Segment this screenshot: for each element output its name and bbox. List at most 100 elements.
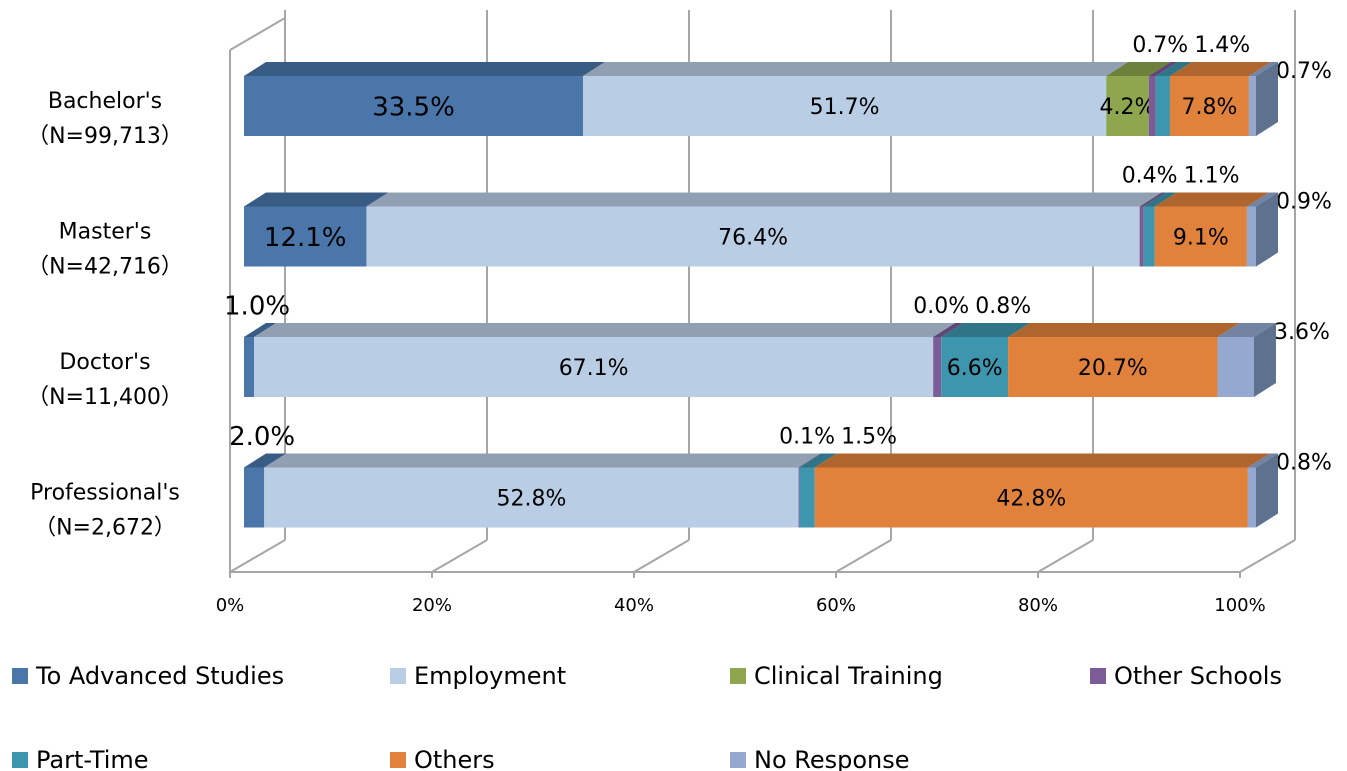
bar-side [1256, 62, 1278, 136]
data-label: 0.0% [913, 294, 969, 319]
data-label: 2.0% [229, 422, 295, 452]
bar-segment [941, 337, 1009, 397]
grid-line [633, 539, 690, 573]
bar-top [244, 62, 606, 76]
bar-top [1248, 62, 1278, 76]
legend-label: Clinical Training [754, 662, 943, 690]
legend-swatch [12, 668, 28, 684]
bar-top [583, 62, 1129, 76]
bar-top [244, 453, 287, 468]
bar-top [1246, 192, 1278, 207]
bar-top [933, 323, 964, 337]
bar-top-shade [814, 453, 1270, 468]
bar-top-shade [1106, 62, 1171, 76]
bar-segment [814, 467, 1248, 528]
bar-top-shade [1246, 192, 1278, 207]
data-label: 1.0% [224, 292, 290, 322]
grid-line [1239, 539, 1296, 573]
bar-top-shade [1154, 192, 1269, 207]
legend-label: Other Schools [1114, 662, 1282, 690]
data-label: 0.8% [975, 294, 1031, 319]
bar-segment [798, 467, 800, 528]
data-label: 1.4% [1194, 33, 1250, 58]
bar-top [254, 323, 956, 337]
bar-top [799, 453, 837, 468]
bar-segment [1155, 76, 1170, 136]
bar-top-shade [244, 62, 606, 76]
legend-swatch [12, 752, 28, 768]
x-tick-label: 20% [412, 595, 452, 616]
bar-top-shade [244, 323, 277, 337]
bar-segment [933, 337, 942, 397]
bar-top [1148, 62, 1178, 76]
grid-line [1037, 539, 1094, 573]
data-label: 0.7% [1276, 59, 1332, 84]
bar-top [1169, 62, 1271, 76]
bar-segment [1169, 76, 1249, 136]
bar-segment [799, 467, 815, 528]
data-label: 42.8% [996, 487, 1066, 512]
legend-label: To Advanced Studies [35, 662, 284, 690]
grid-line [431, 539, 488, 573]
category-label: Doctor's （N=11,400） [27, 350, 183, 410]
bar-top [264, 453, 821, 468]
bar-segment [1248, 76, 1256, 136]
data-label: 6.6% [947, 356, 1003, 381]
legend-swatch [1090, 668, 1106, 684]
bar-top-shade [1169, 62, 1271, 76]
bar-segment [366, 206, 1140, 267]
bar-segment [1143, 206, 1155, 267]
bar-top-shade [244, 192, 389, 207]
grid-line [835, 539, 892, 573]
bar-segment [1148, 76, 1156, 136]
bar-side [1256, 453, 1278, 528]
bar-segment [1247, 467, 1256, 528]
bar-top-shade [254, 323, 956, 337]
data-label: 1.5% [841, 425, 897, 450]
bar-top-shade [1217, 323, 1276, 337]
bar-top [244, 323, 277, 337]
legend-label: Others [414, 746, 495, 771]
bar-segment [244, 76, 584, 136]
category-label: Bachelor's （N=99,713） [27, 89, 183, 149]
bar-top-shade [583, 62, 1129, 76]
bar-segment [254, 337, 934, 397]
bar-top [244, 192, 389, 207]
bar-top [798, 453, 822, 468]
grid-line [229, 539, 286, 573]
bar-top [1155, 62, 1192, 76]
data-label: 7.8% [1181, 95, 1237, 120]
bar-segment [583, 76, 1107, 136]
bar-top [1106, 62, 1171, 76]
legend-label: Part-Time [36, 746, 149, 771]
axis-wall [229, 17, 286, 51]
legend-label: Employment [414, 662, 566, 690]
data-label: 9.1% [1173, 226, 1229, 251]
bar-top [1139, 192, 1166, 207]
data-label: 0.4% [1122, 164, 1178, 189]
bar-top [1217, 323, 1276, 337]
bar-top [1247, 453, 1278, 468]
bar-segment [1008, 337, 1218, 397]
bar-top [1143, 192, 1177, 207]
bar-top [366, 192, 1162, 207]
bar-top-shade [798, 453, 822, 468]
data-label: 3.6% [1274, 320, 1330, 345]
bar-top-shade [244, 453, 287, 468]
bar-top-shade [799, 453, 837, 468]
x-tick-label: 80% [1018, 595, 1058, 616]
x-tick-label: 60% [816, 595, 856, 616]
bar-segment [1139, 206, 1144, 267]
bar-top-shade [1139, 192, 1166, 207]
data-label: 4.2% [1100, 95, 1156, 120]
bar-top-shade [1143, 192, 1177, 207]
bar-top-shade [1008, 323, 1240, 337]
bar-top-shade [264, 453, 821, 468]
data-label: 0.8% [1276, 451, 1332, 476]
bar-segment [1246, 206, 1256, 267]
data-label: 52.8% [496, 487, 566, 512]
x-tick-label: 40% [614, 595, 654, 616]
legend-label: No Response [754, 746, 910, 771]
bar-segment [244, 467, 265, 528]
bar-top [814, 453, 1270, 468]
